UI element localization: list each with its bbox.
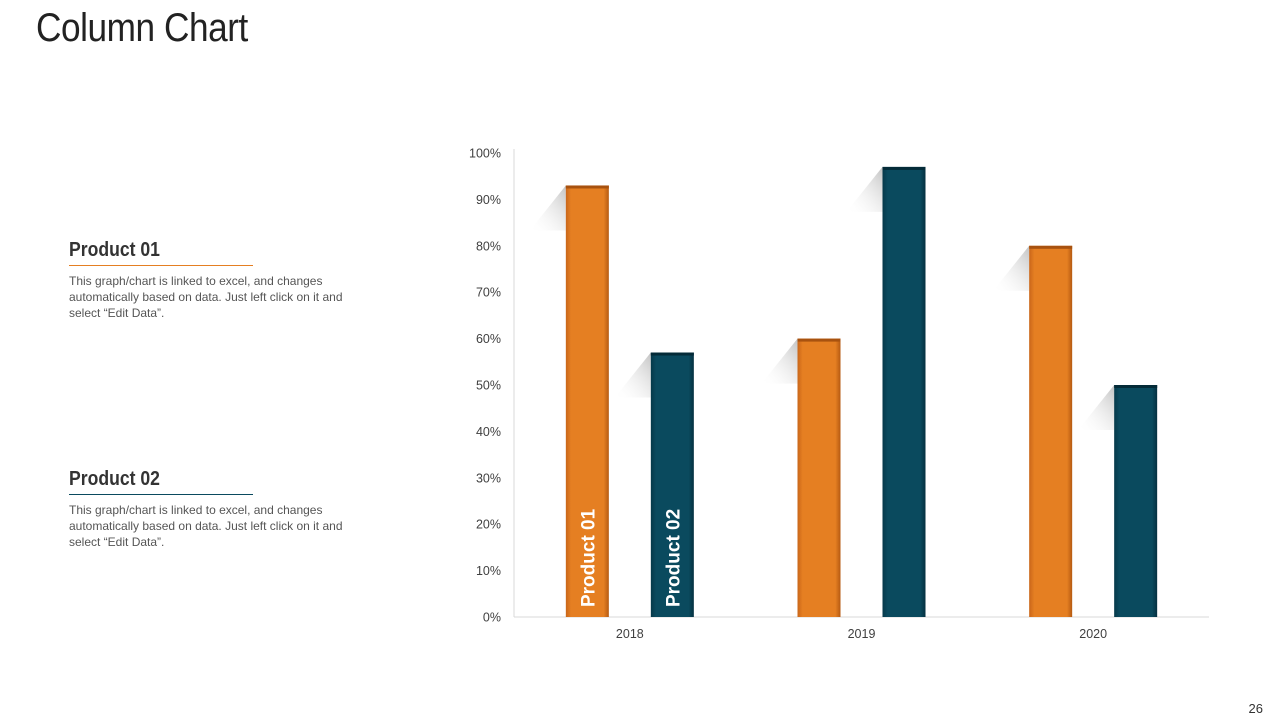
x-tick-label: 2018 xyxy=(616,627,644,641)
bar-series-label: Product 02 xyxy=(663,509,684,607)
bar-product-02-2020 xyxy=(1114,385,1158,617)
y-tick-label: 80% xyxy=(476,239,501,253)
bar-product-01-2019 xyxy=(797,338,841,617)
legend-divider-product-02 xyxy=(69,494,253,495)
bar-top-edge xyxy=(650,352,694,356)
bar-product-01-2020 xyxy=(1029,245,1073,618)
chart-axes: 0% 10% 20% 30% 40% 50% 60% 70% 80% 90% 100% 2018 201… xyxy=(469,147,1209,641)
legend-description-product-02: This graph/chart is linked to excel, and… xyxy=(69,503,343,549)
bar-shadows xyxy=(529,166,1115,430)
page-title: Column Chart xyxy=(36,6,248,50)
y-tick-label: 100% xyxy=(469,147,501,161)
chart-labels: Product 01 Product 02 xyxy=(578,508,684,607)
bar-shadow xyxy=(614,352,651,398)
column-chart: 0% 10% 20% 30% 40% 50% 60% 70% 80% 90% 100% 2018 201… xyxy=(469,147,1209,641)
bar-product-02-2019 xyxy=(882,166,926,618)
bar-shadow xyxy=(993,245,1030,291)
page-number: 26 xyxy=(1248,701,1263,716)
bar-product-02-2018 xyxy=(650,352,694,617)
bar-shadow xyxy=(846,166,883,212)
legend-product-02: Product 02 This graph/chart is linked to… xyxy=(69,467,354,550)
legend-product-01: Product 01 This graph/chart is linked to… xyxy=(69,238,354,321)
bar-top-edge xyxy=(565,185,609,189)
y-tick-label: 50% xyxy=(476,379,501,393)
y-tick-label: 20% xyxy=(476,518,501,532)
y-tick-label: 0% xyxy=(483,611,501,625)
x-tick-label: 2020 xyxy=(1079,627,1107,641)
bar-product-01-2018 xyxy=(565,185,609,618)
bar-top-edge xyxy=(882,166,926,170)
legend-description-product-01: This graph/chart is linked to excel, and… xyxy=(69,274,343,320)
legend-heading-product-02: Product 02 xyxy=(69,468,160,490)
bar-shadow xyxy=(761,338,798,384)
y-tick-label: 70% xyxy=(476,286,501,300)
bar-shadow xyxy=(529,185,566,231)
legend-heading-product-01: Product 01 xyxy=(69,239,160,261)
bar-shadow xyxy=(1078,385,1115,430)
y-tick-label: 60% xyxy=(476,332,501,346)
y-tick-label: 90% xyxy=(476,193,501,207)
bar-top-edge xyxy=(1029,245,1073,249)
x-tick-label: 2019 xyxy=(848,627,876,641)
bar-series-label: Product 01 xyxy=(578,508,599,607)
chart-bars xyxy=(565,166,1158,618)
y-tick-label: 40% xyxy=(476,425,501,439)
legend-divider-product-01 xyxy=(69,265,253,266)
bar-top-edge xyxy=(797,338,841,342)
y-tick-label: 10% xyxy=(476,564,501,578)
y-tick-label: 30% xyxy=(476,471,501,485)
bar-top-edge xyxy=(1114,385,1158,388)
